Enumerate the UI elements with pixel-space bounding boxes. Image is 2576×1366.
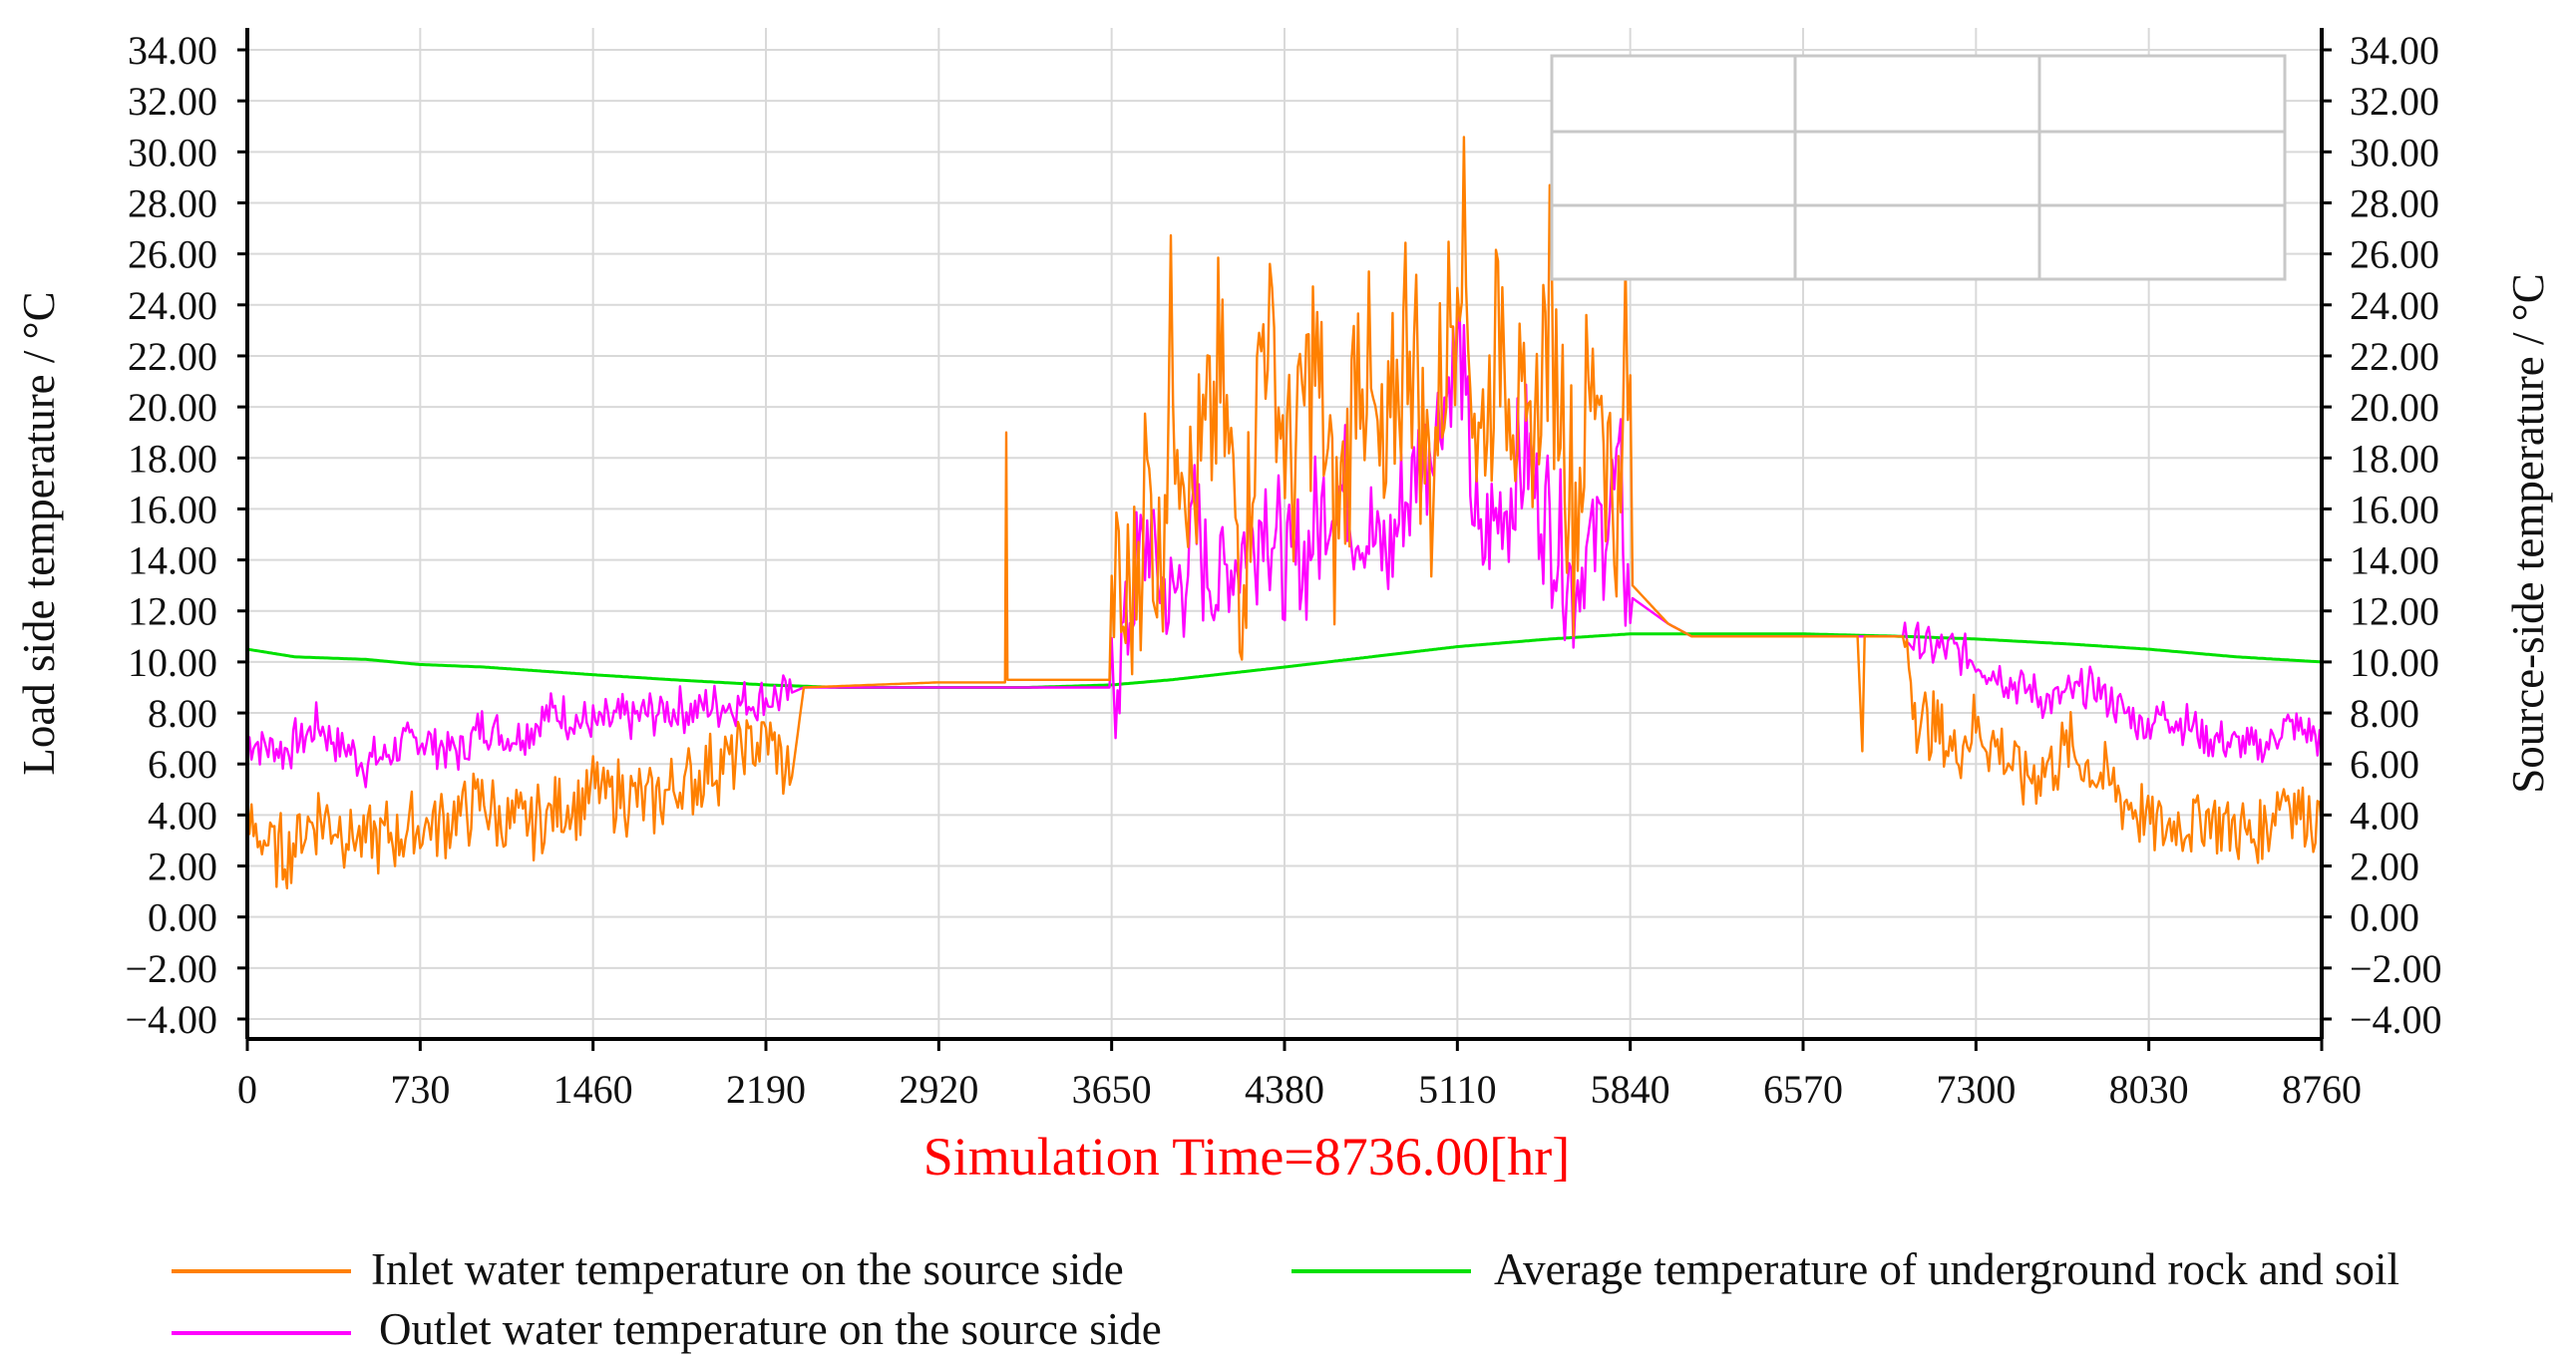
y-tick-label-right: −2.00 [2350, 946, 2442, 991]
y-tick-label-right: 4.00 [2350, 793, 2419, 838]
series-lines [245, 136, 2324, 890]
y-tick-label-left: 16.00 [128, 487, 217, 531]
y-tick-label-left: −2.00 [125, 946, 217, 991]
y-tick-label-right: −4.00 [2350, 997, 2442, 1042]
y-tick-label-left: 18.00 [128, 436, 217, 481]
ticks: −4.00 −4.00 −2.00 −2.00 0.00 0.00 2.00 2.00 4.00… [125, 28, 2441, 1112]
y-tick-label-right: 30.00 [2350, 130, 2439, 174]
left-axis-title: Load side temperature / °C [14, 291, 64, 775]
y-tick-label-right: 26.00 [2350, 232, 2439, 277]
y-tick-label-left: 34.00 [128, 28, 217, 73]
x-tick-label: 8030 [2109, 1067, 2189, 1112]
x-tick-label: 1460 [553, 1067, 633, 1112]
inlet-temperature-line [245, 136, 2324, 890]
y-tick-label-left: 24.00 [128, 283, 217, 328]
right-axis-title: Source-side temperature / °C [2503, 273, 2553, 794]
y-tick-label-right: 0.00 [2350, 895, 2419, 940]
y-tick-label-right: 28.00 [2350, 180, 2439, 225]
x-tick-label: 2920 [899, 1067, 978, 1112]
x-tick-label: 2190 [726, 1067, 806, 1112]
y-tick-label-left: 8.00 [148, 691, 217, 736]
x-axis-title: Simulation Time=8736.00[hr] [923, 1127, 1571, 1187]
x-tick-label: 5840 [1591, 1067, 1670, 1112]
y-tick-label-left: 6.00 [148, 742, 217, 787]
x-tick-label: 6570 [1763, 1067, 1843, 1112]
inset-box [1550, 54, 2287, 281]
legend-label-outlet: Outlet water temperature on the source s… [379, 1304, 1162, 1354]
y-tick-label-right: 32.00 [2350, 79, 2439, 124]
y-tick-label-left: 2.00 [148, 845, 217, 889]
y-tick-label-right: 2.00 [2350, 845, 2419, 889]
soil-temperature-line [246, 632, 2323, 689]
y-tick-label-left: −4.00 [125, 997, 217, 1042]
y-tick-label-right: 34.00 [2350, 28, 2439, 73]
outlet-temperature-line [246, 311, 2324, 789]
x-tick-label: 8760 [2282, 1067, 2362, 1112]
x-tick-label: 3650 [1072, 1067, 1152, 1112]
y-tick-label-left: 4.00 [148, 793, 217, 838]
y-tick-label-left: 28.00 [128, 180, 217, 225]
y-tick-label-right: 14.00 [2350, 538, 2439, 583]
y-tick-label-left: 14.00 [128, 538, 217, 583]
x-tick-label: 730 [390, 1067, 450, 1112]
y-tick-label-right: 18.00 [2350, 436, 2439, 481]
y-tick-label-right: 20.00 [2350, 385, 2439, 430]
legend-label-inlet: Inlet water temperature on the source si… [371, 1244, 1124, 1294]
y-tick-label-right: 22.00 [2350, 334, 2439, 379]
x-tick-label: 0 [237, 1067, 257, 1112]
y-tick-label-left: 0.00 [148, 895, 217, 940]
y-tick-label-left: 32.00 [128, 79, 217, 124]
y-tick-label-left: 26.00 [128, 232, 217, 277]
y-tick-label-right: 12.00 [2350, 589, 2439, 634]
y-tick-label-left: 30.00 [128, 130, 217, 174]
y-tick-label-right: 8.00 [2350, 691, 2419, 736]
y-tick-label-left: 12.00 [128, 589, 217, 634]
y-tick-label-right: 24.00 [2350, 283, 2439, 328]
legend: Inlet water temperature on the source si… [172, 1244, 2399, 1354]
y-tick-label-left: 20.00 [128, 385, 217, 430]
x-tick-label: 7300 [1936, 1067, 2016, 1112]
legend-label-soil: Average temperature of underground rock … [1494, 1244, 2399, 1294]
y-tick-label-left: 10.00 [128, 640, 217, 685]
x-tick-label: 5110 [1418, 1067, 1497, 1112]
x-tick-label: 4380 [1245, 1067, 1324, 1112]
y-tick-label-left: 22.00 [128, 334, 217, 379]
y-tick-label-right: 10.00 [2350, 640, 2439, 685]
y-tick-label-right: 6.00 [2350, 742, 2419, 787]
y-tick-label-right: 16.00 [2350, 487, 2439, 531]
